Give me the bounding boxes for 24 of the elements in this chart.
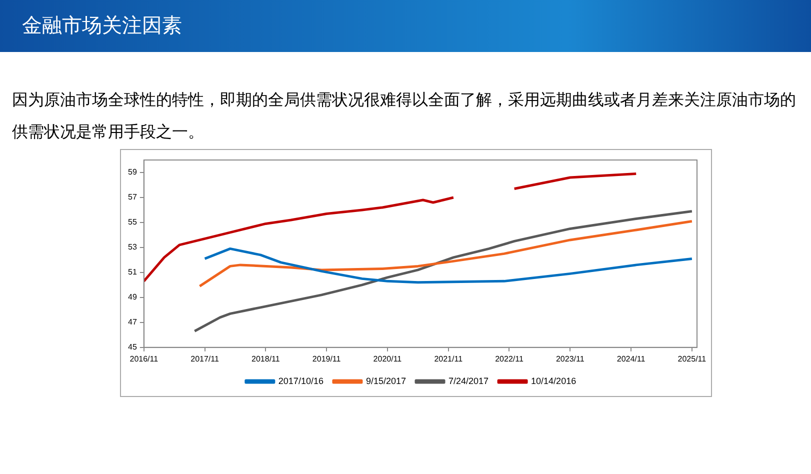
- y-tick-label: 57: [128, 192, 138, 202]
- x-tick-label: 2021/11: [434, 354, 464, 364]
- x-tick-label: 2017/11: [190, 354, 220, 364]
- legend-label: 9/15/2017: [366, 376, 406, 386]
- x-tick-label: 2020/11: [373, 354, 402, 364]
- y-tick-label: 49: [128, 292, 138, 302]
- x-tick-label: 2022/11: [495, 354, 524, 364]
- legend-label: 7/24/2017: [448, 376, 489, 386]
- x-tick-label: 2016/11: [130, 354, 159, 364]
- x-tick-label: 2024/11: [616, 354, 646, 364]
- chart-title: 金融市场关注因素: [22, 12, 182, 39]
- y-tick-label: 45: [128, 342, 138, 352]
- x-tick-label: 2025/11: [678, 354, 707, 364]
- y-tick-label: 55: [128, 218, 138, 227]
- x-tick-label: 2018/11: [252, 354, 280, 364]
- y-tick-label: 53: [128, 242, 138, 252]
- y-tick-label: 51: [128, 268, 138, 277]
- y-tick-label: 47: [128, 318, 138, 327]
- y-tick-label: 59: [128, 168, 138, 177]
- x-tick-label: 2019/11: [312, 354, 342, 364]
- legend-label: 2017/10/16: [278, 376, 324, 386]
- chart-subtitle: 因为原油市场全球性的特性，即期的全局供需状况很难得以全面了解，采用远期曲线或者月差来关注原油市场的供需状况是常用手段之一。: [12, 89, 797, 143]
- legend-label: 10/14/2016: [531, 376, 576, 386]
- x-tick-label: 2023/11: [556, 354, 585, 364]
